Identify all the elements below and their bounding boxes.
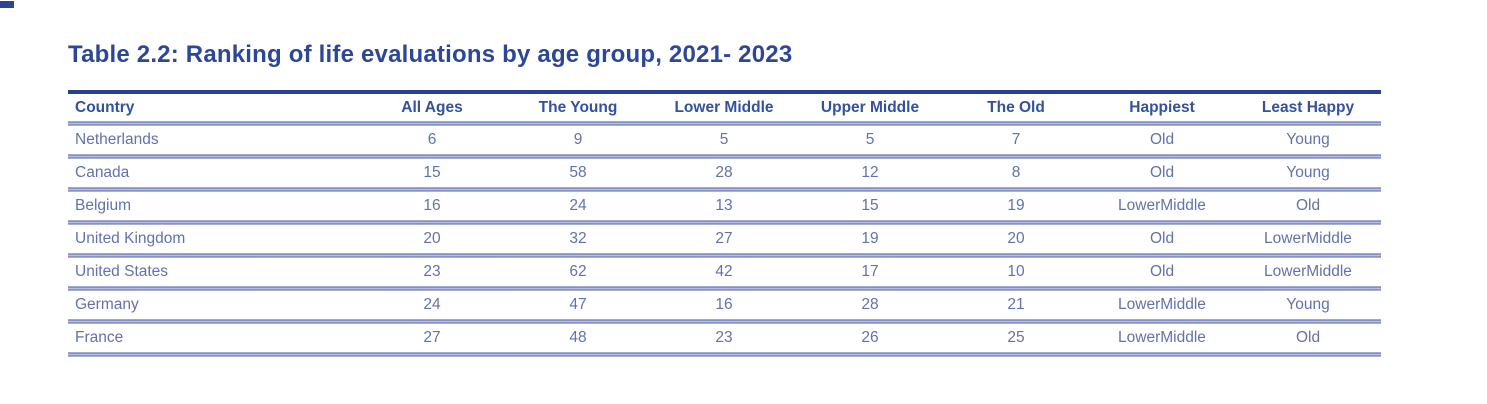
cell-all-ages: 15: [423, 164, 441, 181]
table-row: United Kingdom 20 32 27 19 20 Old LowerMiddle: [68, 225, 1381, 253]
column-header-least-happy: Least Happy: [1261, 98, 1355, 116]
row-divider-rule: [68, 220, 1381, 225]
cell-lower-middle: 13: [715, 197, 733, 214]
column-header-upper-middle: Upper Middle: [820, 98, 920, 116]
cell-upper-middle: 15: [861, 197, 879, 214]
page-edge-mark: [0, 1, 14, 8]
cell-country: France: [75, 329, 124, 346]
table-row: France 27 48 23 26 25 LowerMiddle Old: [68, 324, 1381, 352]
header-bottom-rule: [68, 121, 1381, 126]
cell-upper-middle: 28: [861, 296, 879, 313]
cell-upper-middle: 26: [861, 329, 879, 346]
row-divider-rule: [68, 352, 1381, 357]
cell-upper-middle: 19: [861, 230, 879, 247]
cell-upper-middle: 5: [865, 131, 875, 148]
cell-the-old: 25: [1007, 329, 1025, 346]
cell-country: United Kingdom: [75, 230, 186, 247]
cell-lower-middle: 16: [715, 296, 733, 313]
cell-happiest: LowerMiddle: [1118, 296, 1206, 313]
cell-lower-middle: 42: [715, 263, 733, 280]
cell-least-happy: Young: [1286, 296, 1330, 313]
cell-happiest: Old: [1149, 131, 1175, 148]
table-row: Germany 24 47 16 28 21 LowerMiddle Young: [68, 291, 1381, 319]
cell-least-happy: Young: [1286, 131, 1330, 148]
row-divider-rule: [68, 253, 1381, 258]
column-header-country: Country: [75, 98, 135, 116]
row-divider-rule: [68, 319, 1381, 324]
cell-the-young: 48: [569, 329, 587, 346]
cell-the-old: 19: [1007, 197, 1025, 214]
cell-country: Canada: [75, 164, 130, 181]
cell-the-young: 24: [569, 197, 587, 214]
table-section: Table 2.2: Ranking of life evaluations b…: [68, 40, 1381, 357]
cell-all-ages: 20: [423, 230, 441, 247]
table-top-rule: [68, 90, 1381, 94]
column-header-the-young: The Young: [538, 98, 618, 116]
cell-least-happy: LowerMiddle: [1264, 230, 1352, 247]
column-header-lower-middle: Lower Middle: [674, 98, 774, 116]
table-title: Table 2.2: Ranking of life evaluations b…: [68, 41, 793, 68]
table-row: United States 23 62 42 17 10 Old LowerMiddle: [68, 258, 1381, 286]
cell-the-old: 7: [1011, 131, 1021, 148]
table-header-row: Country All Ages The Young Lower Middle …: [68, 94, 1381, 121]
cell-the-young: 58: [569, 164, 587, 181]
cell-upper-middle: 12: [861, 164, 879, 181]
column-header-the-old: The Old: [987, 98, 1045, 116]
cell-the-old: 21: [1007, 296, 1025, 313]
cell-lower-middle: 27: [715, 230, 733, 247]
cell-the-young: 62: [569, 263, 587, 280]
row-divider-rule: [68, 154, 1381, 159]
cell-lower-middle: 5: [719, 131, 729, 148]
cell-least-happy: Old: [1295, 197, 1321, 214]
cell-the-old: 10: [1007, 263, 1025, 280]
cell-country: Belgium: [75, 197, 131, 214]
cell-lower-middle: 23: [715, 329, 733, 346]
row-divider-rule: [68, 286, 1381, 291]
cell-happiest: LowerMiddle: [1118, 329, 1206, 346]
table-row: Netherlands 6 9 5 5 7 Old Young: [68, 126, 1381, 154]
cell-all-ages: 6: [427, 131, 437, 148]
cell-the-young: 32: [569, 230, 587, 247]
cell-the-young: 9: [573, 131, 583, 148]
cell-all-ages: 16: [423, 197, 441, 214]
cell-the-old: 8: [1011, 164, 1021, 181]
cell-lower-middle: 28: [715, 164, 733, 181]
cell-least-happy: Young: [1286, 164, 1330, 181]
table-body: Netherlands 6 9 5 5 7 Old Young Canada 15 58 28 12 8 O…: [68, 126, 1381, 357]
cell-least-happy: LowerMiddle: [1264, 263, 1352, 280]
cell-country: United States: [75, 263, 169, 280]
column-header-happiest: Happiest: [1129, 98, 1195, 116]
cell-all-ages: 24: [423, 296, 441, 313]
cell-happiest: LowerMiddle: [1118, 197, 1206, 214]
table-row: Belgium 16 24 13 15 19 LowerMiddle Old: [68, 192, 1381, 220]
cell-happiest: Old: [1149, 164, 1175, 181]
cell-least-happy: Old: [1295, 329, 1321, 346]
cell-country: Netherlands: [75, 131, 159, 148]
cell-upper-middle: 17: [861, 263, 879, 280]
row-divider-rule: [68, 187, 1381, 192]
column-header-all-ages: All Ages: [401, 98, 463, 116]
cell-happiest: Old: [1149, 263, 1175, 280]
cell-all-ages: 23: [423, 263, 441, 280]
table-row: Canada 15 58 28 12 8 Old Young: [68, 159, 1381, 187]
cell-country: Germany: [75, 296, 139, 313]
cell-the-old: 20: [1007, 230, 1025, 247]
cell-all-ages: 27: [423, 329, 441, 346]
life-evaluations-table: Country All Ages The Young Lower Middle …: [68, 90, 1381, 357]
cell-the-young: 47: [569, 296, 587, 313]
cell-happiest: Old: [1149, 230, 1175, 247]
